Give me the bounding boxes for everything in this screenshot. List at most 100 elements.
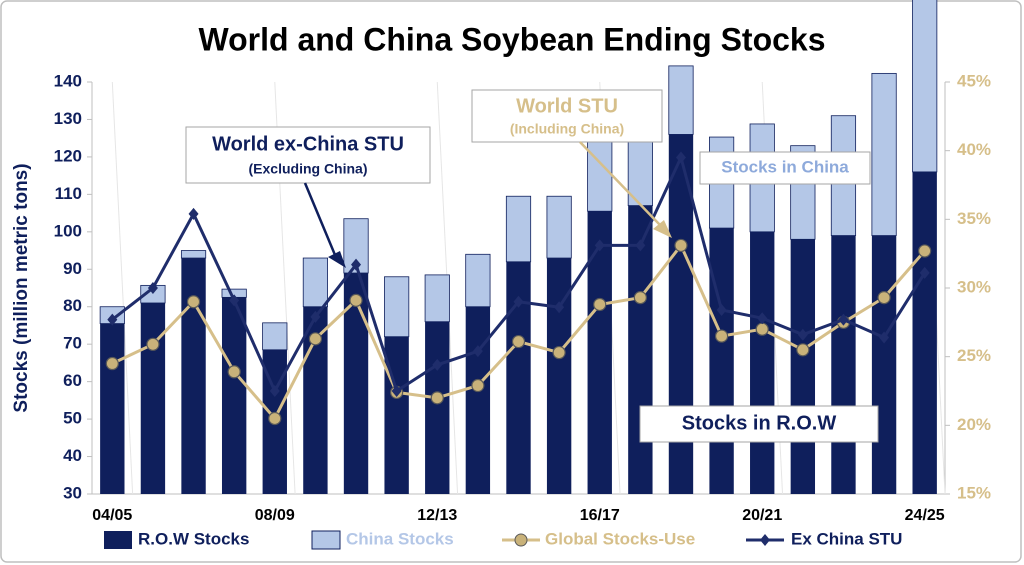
marker: [308, 332, 323, 346]
marker: [432, 358, 443, 371]
marker: [471, 378, 485, 393]
y-tick-label: 50: [63, 409, 82, 428]
marker: [838, 313, 849, 326]
marker: [757, 312, 768, 325]
annotation: World STU: [516, 95, 618, 117]
legend-label: China Stocks: [346, 529, 454, 548]
marker: [554, 301, 565, 314]
bar: [831, 235, 856, 494]
annotation: (Excluding China): [249, 161, 368, 177]
bar: [100, 323, 125, 494]
marker: [188, 207, 199, 220]
bar: [505, 195, 532, 263]
y-tick-label: 140: [54, 71, 82, 90]
y-tick-label: 120: [54, 146, 82, 165]
marker: [674, 238, 688, 253]
arrowhead: [328, 251, 346, 268]
annotation: World ex-China STU: [212, 133, 404, 155]
annotation: Stocks in China: [721, 157, 849, 176]
marker: [594, 239, 605, 252]
legend-marker: [760, 534, 770, 546]
marker: [472, 345, 483, 358]
bar: [871, 235, 897, 494]
y-tick-label: 100: [54, 221, 82, 240]
x-tick-label: 20/21: [742, 507, 782, 524]
legend-label: Ex China STU: [791, 529, 902, 548]
bar: [181, 258, 206, 494]
x-tick-label: 24/25: [905, 507, 945, 524]
legend-swatch: [311, 530, 341, 550]
y2-tick-label: 45%: [957, 71, 991, 90]
y2-tick-label: 20%: [957, 415, 991, 434]
marker: [918, 244, 932, 258]
marker: [635, 239, 646, 252]
marker: [391, 385, 402, 397]
y2-tick-label: 25%: [957, 346, 991, 365]
bar: [465, 306, 491, 494]
marker: [146, 337, 160, 351]
bar: [668, 65, 694, 135]
bar: [546, 195, 572, 259]
bar: [587, 135, 613, 212]
annotation: Stocks in R.O.W: [682, 412, 837, 434]
marker: [593, 297, 607, 312]
legend-marker: [514, 533, 528, 547]
bar: [221, 297, 247, 494]
marker: [349, 293, 363, 307]
annotation: (Including China): [510, 121, 624, 137]
y-axis-label: Stocks (million metric tons): [11, 163, 32, 412]
bar: [790, 239, 816, 494]
annotation-box: [639, 405, 879, 443]
bar: [424, 274, 450, 323]
bar: [384, 276, 410, 338]
bar: [343, 218, 369, 274]
marker: [714, 329, 729, 343]
y2-tick-label: 40%: [957, 140, 991, 159]
bar: [140, 302, 166, 494]
bar: [262, 322, 288, 351]
legend-label: R.O.W Stocks: [138, 529, 249, 548]
y2-tick-label: 35%: [957, 209, 991, 228]
annotation-box: [699, 151, 871, 185]
y-tick-label: 70: [63, 334, 82, 353]
x-tick-label: 08/09: [255, 507, 295, 524]
v-grid-line: [111, 81, 134, 495]
marker: [877, 291, 891, 305]
annotation-box: [185, 126, 431, 184]
x-tick-label: 12/13: [417, 507, 457, 524]
legend-swatch: [104, 531, 132, 549]
y-tick-label: 80: [63, 296, 82, 315]
bar: [425, 321, 450, 494]
marker: [797, 328, 808, 341]
bar: [912, 171, 937, 494]
bar: [465, 253, 491, 308]
marker: [633, 291, 647, 305]
bar: [709, 228, 734, 494]
y-tick-label: 110: [55, 184, 82, 203]
marker: [105, 356, 119, 371]
marker: [310, 310, 321, 323]
bar: [750, 231, 775, 494]
x-tick-label: 04/05: [92, 507, 132, 524]
bar: [180, 250, 207, 259]
annotation-arrow: [303, 182, 337, 256]
chart-title: World and China Soybean Ending Stocks: [198, 21, 825, 57]
marker: [147, 282, 158, 294]
bar: [871, 72, 897, 236]
y2-tick-label: 15%: [957, 483, 991, 502]
marker: [229, 294, 240, 307]
bar: [587, 211, 612, 494]
y-tick-label: 90: [63, 259, 82, 278]
bar: [628, 205, 653, 494]
marker: [879, 331, 890, 344]
marker: [919, 266, 930, 279]
y-tick-label: 40: [63, 446, 82, 465]
marker: [755, 322, 769, 336]
annotation-arrow: [579, 141, 661, 226]
marker: [186, 295, 201, 309]
x-tick-label: 16/17: [580, 507, 620, 524]
y-tick-label: 30: [63, 483, 82, 502]
marker: [351, 258, 362, 271]
marker: [227, 365, 241, 379]
